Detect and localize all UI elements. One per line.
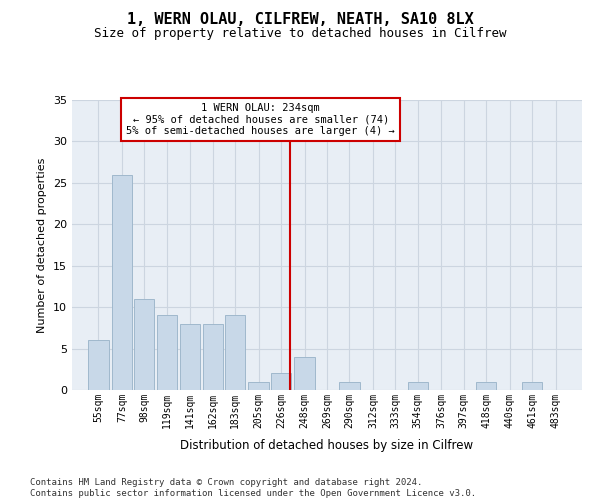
Bar [476, 382, 496, 390]
Text: 1 WERN OLAU: 234sqm
← 95% of detached houses are smaller (74)
5% of semi-detache: 1 WERN OLAU: 234sqm ← 95% of detached ho… [127, 103, 395, 136]
Bar [295, 357, 315, 390]
Bar [180, 324, 200, 390]
Bar [271, 374, 291, 390]
Text: Size of property relative to detached houses in Cilfrew: Size of property relative to detached ho… [94, 28, 506, 40]
Bar [407, 382, 428, 390]
Bar [88, 340, 109, 390]
Y-axis label: Number of detached properties: Number of detached properties [37, 158, 47, 332]
Text: 1, WERN OLAU, CILFREW, NEATH, SA10 8LX: 1, WERN OLAU, CILFREW, NEATH, SA10 8LX [127, 12, 473, 28]
Bar [522, 382, 542, 390]
Bar [112, 174, 132, 390]
Text: Contains HM Land Registry data © Crown copyright and database right 2024.
Contai: Contains HM Land Registry data © Crown c… [30, 478, 476, 498]
Bar [248, 382, 269, 390]
Bar [339, 382, 359, 390]
X-axis label: Distribution of detached houses by size in Cilfrew: Distribution of detached houses by size … [181, 439, 473, 452]
Bar [134, 299, 154, 390]
Bar [157, 316, 177, 390]
Bar [225, 316, 245, 390]
Bar [203, 324, 223, 390]
